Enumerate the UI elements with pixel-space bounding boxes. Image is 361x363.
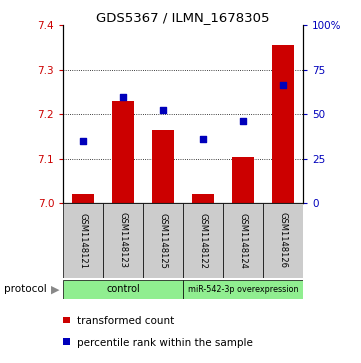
Text: GSM1148121: GSM1148121 xyxy=(79,213,88,268)
Text: percentile rank within the sample: percentile rank within the sample xyxy=(77,338,253,348)
Text: GSM1148125: GSM1148125 xyxy=(159,213,168,268)
Text: ▶: ▶ xyxy=(51,285,59,294)
Bar xyxy=(223,203,263,278)
Point xyxy=(280,82,286,88)
Point xyxy=(120,94,126,99)
Bar xyxy=(192,195,214,203)
Point xyxy=(80,138,86,144)
Bar xyxy=(103,203,143,278)
Bar xyxy=(272,45,294,203)
Bar xyxy=(112,101,134,203)
Text: GSM1148122: GSM1148122 xyxy=(199,213,208,268)
Bar xyxy=(183,280,303,299)
Text: GSM1148124: GSM1148124 xyxy=(239,213,248,268)
Point xyxy=(160,107,166,113)
Point xyxy=(200,136,206,142)
Text: control: control xyxy=(106,285,140,294)
Bar xyxy=(143,203,183,278)
Point xyxy=(240,118,246,124)
Text: miR-542-3p overexpression: miR-542-3p overexpression xyxy=(188,285,299,294)
Bar xyxy=(63,203,103,278)
Bar xyxy=(63,280,183,299)
Bar xyxy=(183,203,223,278)
Bar xyxy=(263,203,303,278)
Text: GSM1148123: GSM1148123 xyxy=(119,212,128,269)
Text: GSM1148126: GSM1148126 xyxy=(279,212,288,269)
Bar xyxy=(232,156,254,203)
Bar xyxy=(72,195,94,203)
Text: protocol: protocol xyxy=(4,285,46,294)
Text: transformed count: transformed count xyxy=(77,316,174,326)
Title: GDS5367 / ILMN_1678305: GDS5367 / ILMN_1678305 xyxy=(96,11,270,24)
Bar xyxy=(152,130,174,203)
